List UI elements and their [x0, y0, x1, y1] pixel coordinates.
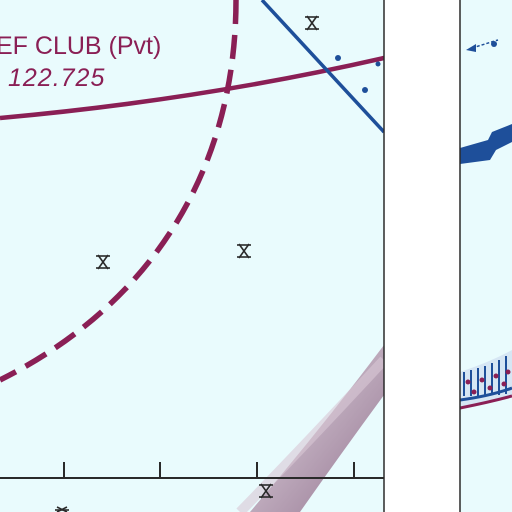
airspace-boundary-dashed — [0, 0, 239, 383]
airport-name-label: EF CLUB (Pvt) — [0, 32, 161, 60]
route-dot — [335, 55, 341, 61]
terrain-shading-edge — [236, 356, 384, 512]
panel-divider — [384, 0, 460, 512]
asterisk-obstacle-icon — [259, 483, 273, 499]
asterisk-obstacle-icon — [237, 243, 251, 259]
route-dot — [362, 87, 368, 93]
route-dot — [375, 61, 381, 67]
route-arrow-head — [466, 44, 476, 52]
asterisk-obstacle-icon — [55, 506, 69, 512]
restricted-area-hatching — [463, 356, 507, 396]
airspace-boundary-solid — [0, 55, 384, 121]
restricted-area-boundary — [460, 386, 512, 402]
airport-runway-symbol — [460, 124, 512, 164]
asterisk-obstacle-icon — [96, 254, 110, 270]
route-dot — [491, 41, 497, 47]
victor-airway-line — [260, 0, 384, 134]
asterisk-obstacle-icon — [305, 15, 319, 31]
right-chart-panel — [460, 0, 512, 512]
boundary-dots — [465, 369, 511, 395]
airport-frequency-label: 122.725 — [8, 64, 105, 92]
airspace-boundary-right — [460, 394, 512, 410]
